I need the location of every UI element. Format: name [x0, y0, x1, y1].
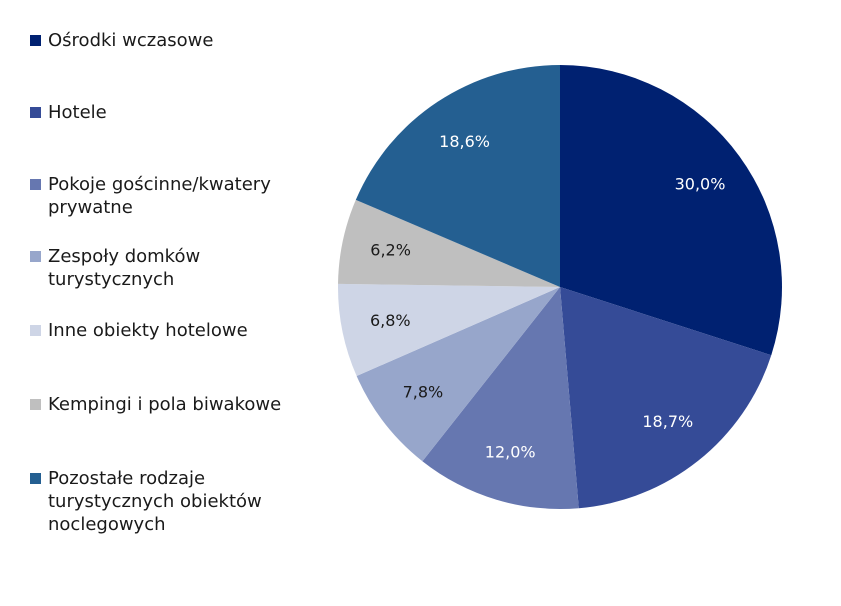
slice-value-label: 6,2%: [370, 241, 411, 260]
legend-swatch: [30, 399, 41, 410]
legend-swatch: [30, 473, 41, 484]
legend-label: Pozostałe rodzaje turystycznych obiektów…: [48, 468, 262, 535]
legend-label: Hotele: [48, 102, 107, 123]
slice-value-label: 18,6%: [439, 132, 490, 151]
slice-value-label: 18,7%: [642, 412, 693, 431]
slice-value-label: 6,8%: [370, 311, 411, 330]
pie-slice: [355, 65, 560, 287]
legend-label: Inne obiekty hotelowe: [48, 320, 248, 341]
legend-item: Ośrodki wczasowe: [30, 29, 320, 52]
slice-value-label: 7,8%: [403, 382, 444, 401]
legend-item: Zespoły domków turystycznych: [30, 245, 320, 291]
legend-item: Pokoje gościnne/kwatery prywatne: [30, 173, 320, 219]
pie-slice: [338, 199, 560, 287]
legend-swatch: [30, 35, 41, 46]
legend-swatch: [30, 251, 41, 262]
slice-value-label: 30,0%: [675, 175, 726, 194]
legend-item: Kempingi i pola biwakowe: [30, 393, 320, 416]
legend-label: Ośrodki wczasowe: [48, 30, 214, 51]
pie-slice: [337, 283, 560, 377]
legend-label: Kempingi i pola biwakowe: [48, 394, 282, 415]
pie-slice: [422, 287, 579, 509]
pie-slice: [560, 287, 772, 509]
legend-label: Zespoły domków turystycznych: [48, 246, 201, 290]
legend-swatch: [30, 325, 41, 336]
legend-swatch: [30, 179, 41, 190]
legend-item: Inne obiekty hotelowe: [30, 319, 320, 342]
pie-slice: [560, 65, 782, 356]
slice-value-label: 12,0%: [485, 442, 536, 461]
legend-item: Hotele: [30, 101, 320, 124]
pie-slice: [356, 287, 560, 462]
legend-swatch: [30, 107, 41, 118]
legend-item: Pozostałe rodzaje turystycznych obiektów…: [30, 467, 320, 536]
legend-label: Pokoje gościnne/kwatery prywatne: [48, 174, 271, 218]
